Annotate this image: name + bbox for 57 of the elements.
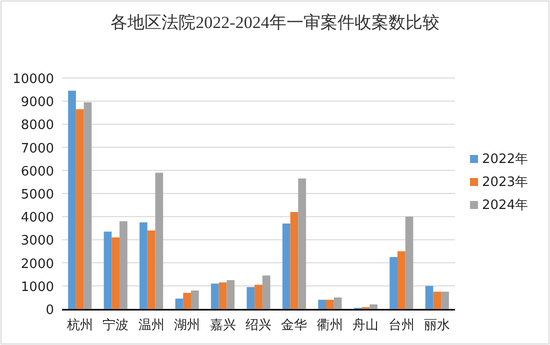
bar	[246, 287, 255, 309]
x-tick-label: 台州	[388, 317, 414, 332]
bar	[290, 212, 298, 309]
x-tick-label: 丽水	[424, 317, 450, 332]
bar	[210, 284, 219, 309]
bar	[390, 257, 398, 309]
x-tick-label: 湖州	[174, 317, 200, 332]
y-tick-label: 8000	[20, 118, 54, 134]
y-tick-label: 9000	[20, 95, 54, 110]
bar	[334, 297, 342, 309]
bar	[140, 222, 148, 309]
x-tick-label: 金华	[281, 317, 308, 332]
bar	[282, 224, 290, 309]
bar	[405, 216, 414, 309]
bar	[183, 292, 191, 309]
legend-label: 2022年	[482, 152, 528, 167]
x-tick-label: 绍兴	[246, 317, 272, 332]
bar	[190, 290, 199, 309]
bar	[120, 221, 128, 309]
bar	[370, 304, 378, 309]
x-tick-label: 杭州	[66, 317, 93, 332]
x-tick-label: 衢州	[316, 317, 343, 332]
bar	[104, 232, 112, 309]
y-tick-label: 10000	[12, 72, 54, 87]
bar	[68, 90, 76, 309]
y-tick-label: 6000	[20, 164, 54, 180]
y-tick-label: 4000	[20, 210, 54, 226]
bar	[433, 292, 442, 309]
y-tick-label: 3000	[20, 234, 54, 249]
y-tick-label: 1000	[20, 280, 54, 295]
chart-title: 各地区法院2022-2024年一审案件收案数比较	[110, 13, 440, 32]
bar	[425, 286, 434, 309]
bar	[441, 292, 449, 309]
bar	[112, 237, 120, 309]
bar	[76, 109, 84, 309]
bar	[226, 280, 235, 309]
x-tick-label: 宁波	[102, 317, 129, 332]
y-tick-label: 5000	[20, 188, 54, 202]
bar	[298, 178, 306, 309]
y-tick-label: 7000	[20, 141, 54, 156]
y-tick-label: 2000	[20, 256, 54, 272]
bar	[326, 300, 334, 309]
legend-label: 2023年	[482, 175, 528, 190]
bar	[254, 284, 262, 309]
bar	[147, 230, 156, 309]
legend-label: 2024年	[482, 198, 528, 213]
bar	[155, 172, 164, 309]
x-tick-label: 嘉兴	[210, 317, 236, 332]
y-tick-label: 0	[46, 303, 54, 318]
bar	[318, 300, 326, 309]
x-tick-label: 舟山	[352, 317, 379, 332]
bar	[175, 298, 184, 309]
bar	[397, 251, 406, 309]
bar	[262, 276, 270, 309]
bar	[218, 282, 227, 309]
bar	[84, 102, 92, 309]
x-tick-label: 温州	[138, 317, 164, 332]
